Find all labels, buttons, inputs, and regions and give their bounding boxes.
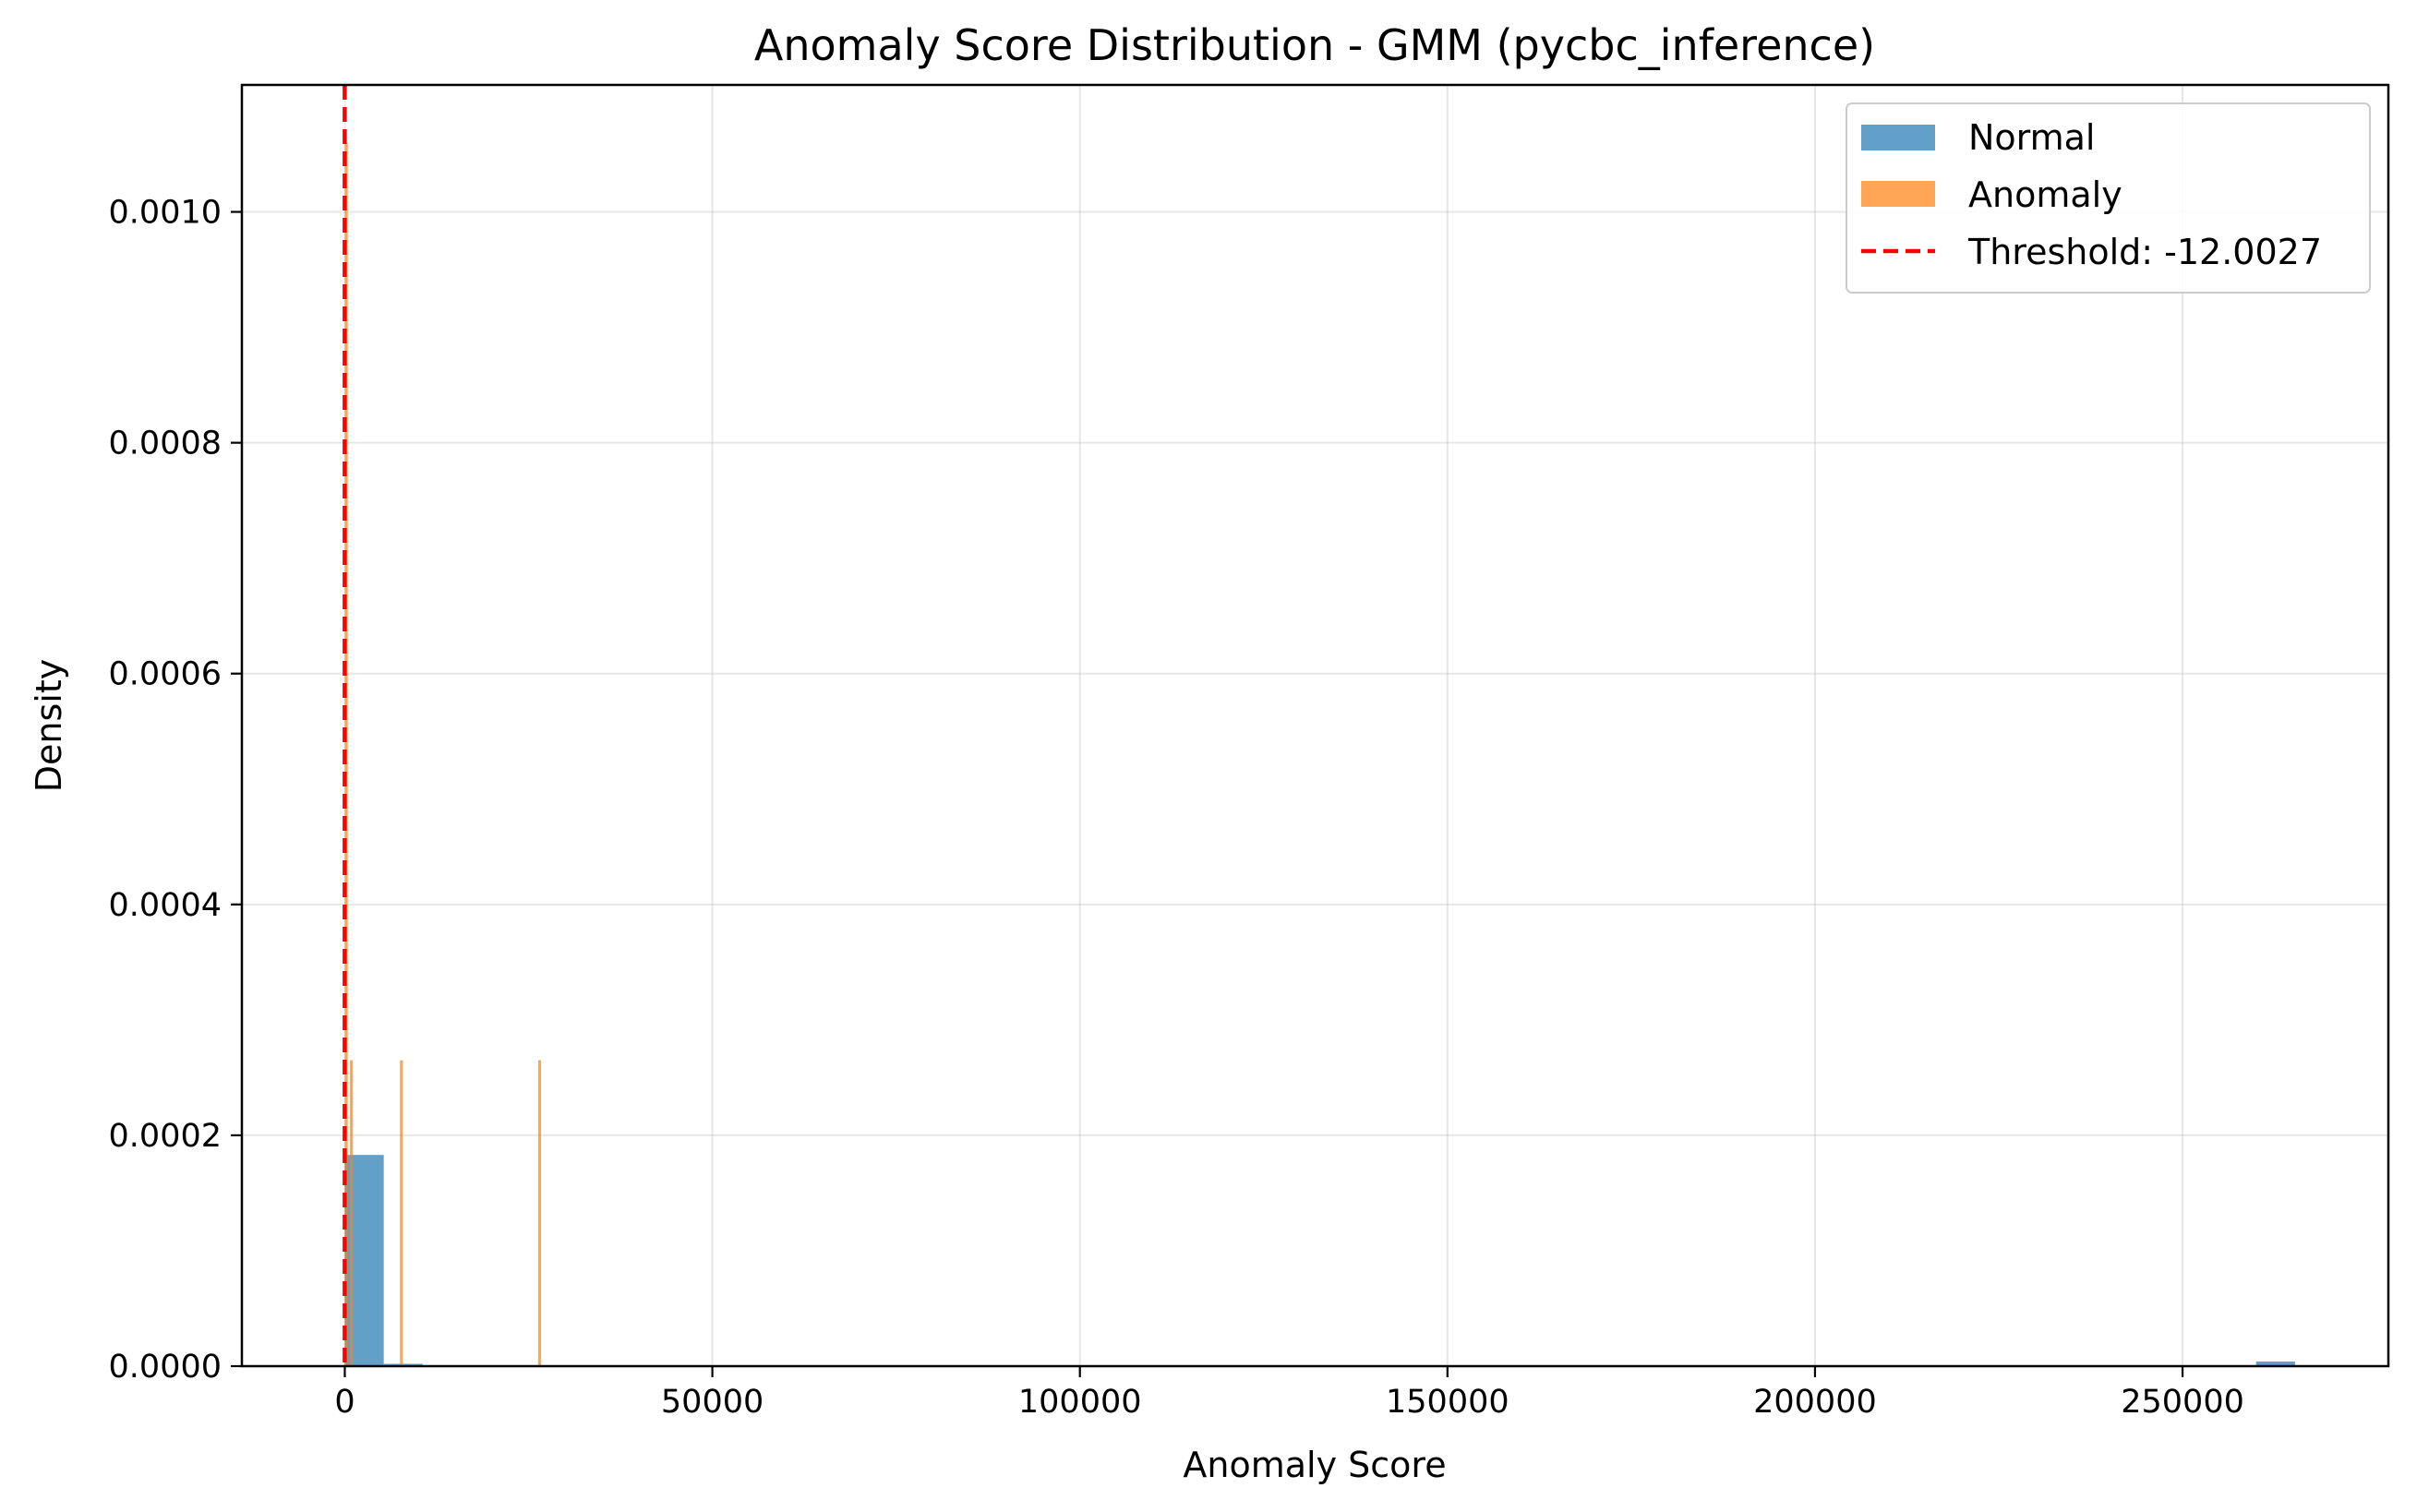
y-tick-label: 0.0002 — [109, 1118, 222, 1155]
bar-normal-2 — [2255, 1361, 2295, 1366]
x-tick-label: 50000 — [661, 1384, 764, 1421]
bar-anomaly-2 — [400, 1060, 403, 1366]
legend-swatch-normal — [1861, 125, 1935, 150]
y-tick-label: 0.0010 — [109, 195, 222, 232]
y-tick-label: 0.0006 — [109, 656, 222, 693]
bar-anomaly-1 — [350, 1060, 354, 1366]
bars-layer — [344, 142, 2295, 1367]
legend-box — [1846, 102, 2371, 294]
y-axis-label: Density — [29, 659, 69, 792]
x-tick-label: 150000 — [1386, 1384, 1509, 1421]
legend: Normal Anomaly Threshold: -12.0027 — [1846, 102, 2371, 294]
legend-label-anomaly: Anomaly — [1968, 174, 2122, 215]
x-tick-label: 250000 — [2121, 1384, 2244, 1421]
legend-swatch-anomaly — [1861, 181, 1935, 207]
bar-anomaly-3 — [537, 1060, 542, 1366]
y-ticks: 0.0000 0.0002 0.0004 0.0006 0.0008 0.0010 — [109, 195, 242, 1386]
y-tick-label: 0.0004 — [109, 887, 222, 924]
x-tick-label: 0 — [334, 1384, 355, 1421]
legend-label-threshold: Threshold: -12.0027 — [1967, 232, 2322, 272]
legend-label-normal: Normal — [1968, 117, 2096, 158]
y-tick-label: 0.0008 — [109, 426, 222, 462]
chart-title: Anomaly Score Distribution - GMM (pycbc_… — [754, 20, 1875, 70]
x-tick-label: 100000 — [1018, 1384, 1142, 1421]
y-tick-label: 0.0000 — [109, 1349, 222, 1386]
plot-frame — [240, 83, 2390, 1368]
bar-normal-1 — [383, 1363, 423, 1366]
x-axis-label: Anomaly Score — [1183, 1445, 1446, 1485]
x-tick-label: 200000 — [1753, 1384, 1877, 1421]
x-ticks: 0 50000 100000 150000 200000 250000 — [334, 1366, 2244, 1421]
